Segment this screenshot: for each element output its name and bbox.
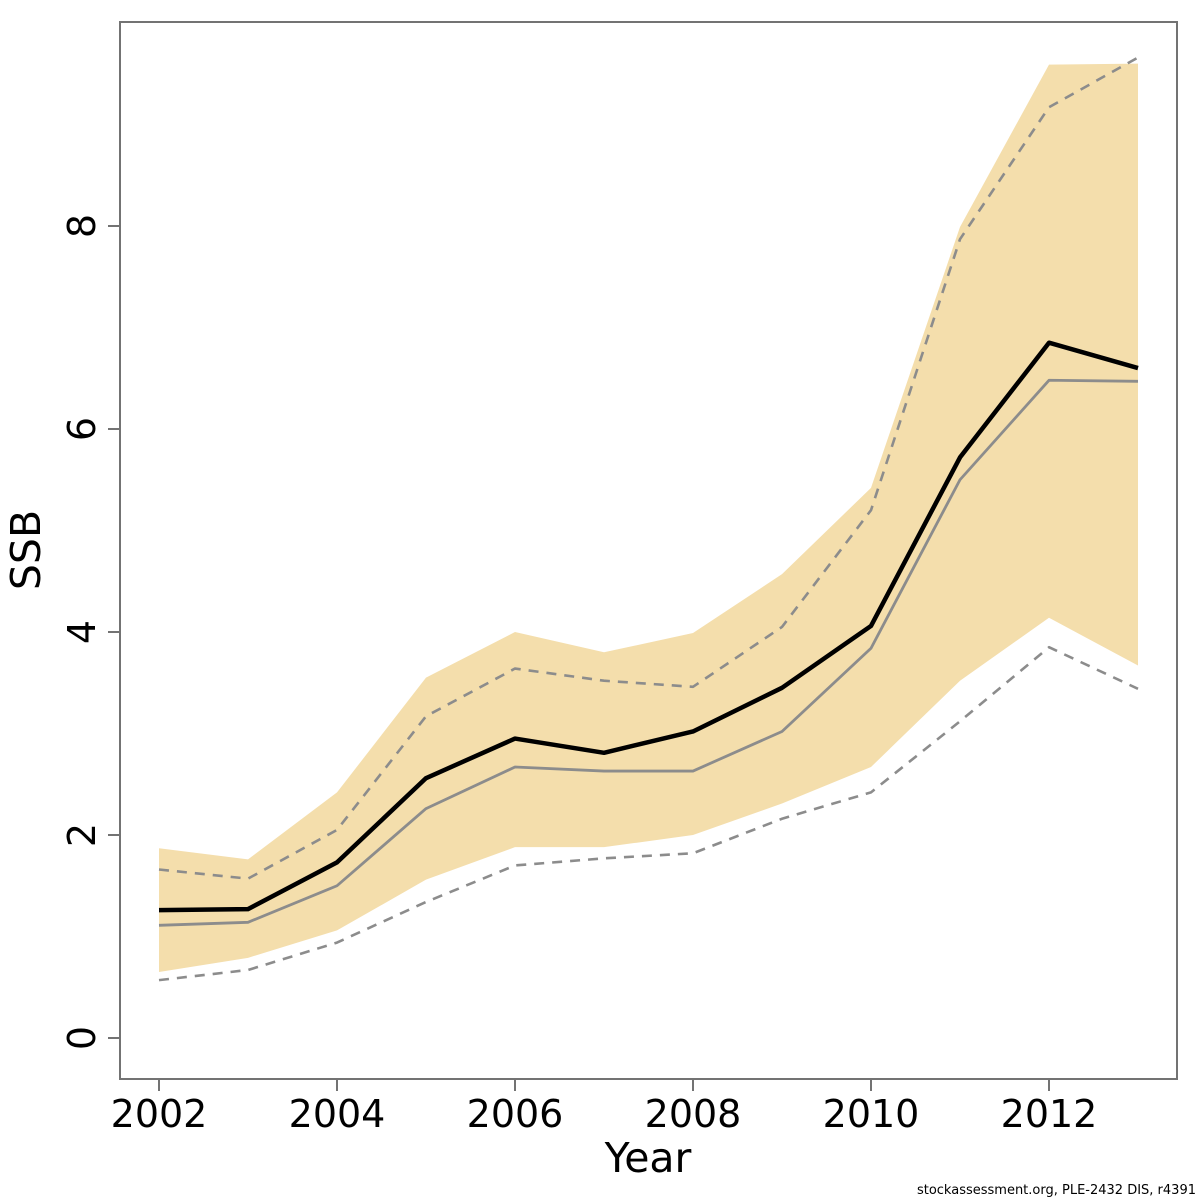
x-axis-title: Year bbox=[604, 1134, 692, 1182]
x-tick-label: 2006 bbox=[467, 1092, 564, 1136]
y-tick-label: 6 bbox=[60, 417, 104, 441]
x-tick-label: 2008 bbox=[645, 1092, 742, 1136]
ssb-estimate-line bbox=[158, 340, 1139, 913]
y-tick-label: 0 bbox=[60, 1026, 104, 1050]
y-tick-label: 4 bbox=[60, 620, 104, 644]
y-tick-label: 2 bbox=[60, 823, 104, 847]
y-axis-title: SSB bbox=[2, 510, 50, 590]
x-tick-label: 2010 bbox=[823, 1092, 920, 1136]
alt-estimate-line bbox=[158, 378, 1139, 927]
y-tick-label: 8 bbox=[60, 214, 104, 238]
watermark-text: stockassessment.org, PLE-2432 DIS, r4391 bbox=[917, 1183, 1196, 1198]
x-tick-label: 2004 bbox=[289, 1092, 386, 1136]
x-tick-label: 2012 bbox=[1001, 1092, 1098, 1136]
y-axis: 0 2 4 6 8 bbox=[60, 214, 120, 1050]
plot-border bbox=[119, 21, 1178, 1080]
confidence-band bbox=[159, 63, 1138, 973]
x-tick-label: 2002 bbox=[111, 1092, 208, 1136]
x-axis: 2002 2004 2006 2008 2010 2012 bbox=[111, 1079, 1098, 1136]
lower-ci-dashed-line bbox=[158, 645, 1139, 982]
